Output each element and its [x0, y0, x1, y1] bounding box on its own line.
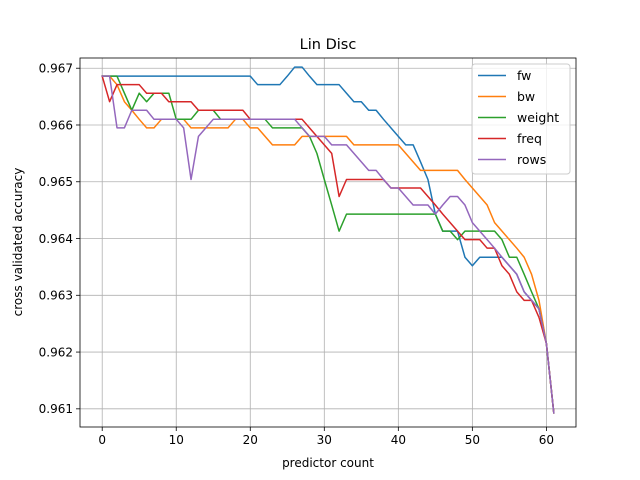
legend: fw bw weight freq rows [471, 63, 571, 175]
x-tick-label: 60 [539, 433, 554, 447]
series-line-fw [101, 66, 555, 414]
legend-label-freq: freq [517, 131, 542, 146]
series-line-weight [101, 75, 555, 414]
y-tick-label: 0.966 [39, 118, 73, 132]
y-axis-ticks: 0.961 0.962 0.963 0.964 0.965 0.966 0.967 [39, 62, 80, 416]
x-tick-label: 40 [391, 433, 406, 447]
x-axis-ticks: 0 10 20 30 40 50 60 [98, 427, 554, 447]
series-line-freq [101, 75, 555, 414]
axes-frame [79, 57, 577, 428]
y-tick-label: 0.965 [39, 175, 73, 189]
x-tick-label: 0 [98, 433, 106, 447]
x-tick-label: 10 [169, 433, 184, 447]
y-tick-label: 0.967 [39, 62, 73, 76]
legend-label-rows: rows [517, 152, 546, 167]
legend-label-bw: bw [517, 89, 535, 104]
x-tick-label: 20 [243, 433, 258, 447]
legend-box [471, 63, 571, 175]
y-tick-label: 0.964 [39, 232, 73, 246]
y-tick-label: 0.962 [39, 345, 73, 359]
y-tick-label: 0.961 [39, 402, 73, 416]
series-lines [101, 66, 555, 414]
x-tick-label: 50 [465, 433, 480, 447]
series-line-rows [101, 75, 555, 414]
y-axis-label: cross validated accuracy [11, 168, 25, 317]
x-tick-label: 30 [317, 433, 332, 447]
x-axis-label: predictor count [282, 456, 374, 470]
legend-label-fw: fw [517, 68, 531, 83]
legend-label-weight: weight [517, 110, 559, 125]
chart-title: Lin Disc [300, 37, 357, 53]
y-tick-label: 0.963 [39, 289, 73, 303]
